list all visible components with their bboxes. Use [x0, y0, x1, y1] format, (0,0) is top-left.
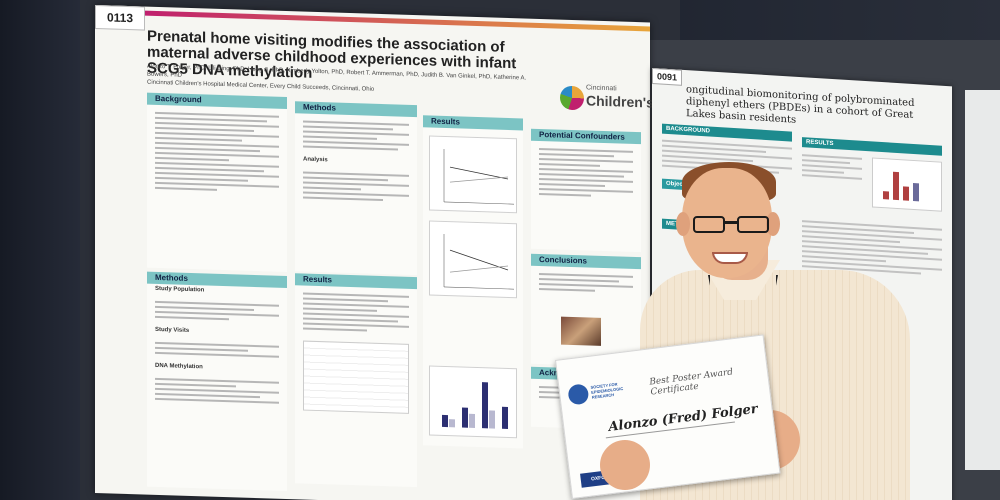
bar — [482, 382, 488, 429]
award-certificate: SOCIETY FOR EPIDEMIOLOGIC RESEARCH Best … — [555, 334, 781, 499]
hand — [600, 440, 650, 490]
section-heading: Results — [423, 115, 523, 131]
methods-section-bottom: Methods Study Population Study Visits DN… — [147, 271, 287, 492]
line-chart-plot — [443, 148, 514, 205]
trend-line — [449, 265, 509, 273]
bar-chart-figure — [429, 365, 517, 439]
trend-line — [449, 176, 509, 183]
section-body — [147, 294, 287, 329]
background-section: Background — [147, 92, 287, 273]
ear — [766, 212, 780, 236]
logo-mark-icon — [560, 85, 584, 111]
society-name: SOCIETY FOR EPIDEMIOLOGIC RESEARCH — [590, 381, 624, 400]
bar — [449, 419, 455, 428]
bar — [502, 406, 508, 429]
section-body — [147, 105, 287, 200]
section-body — [147, 371, 287, 411]
certificate-title: Best Poster Award Certificate — [648, 367, 734, 398]
cincinnati-childrens-logo: Cincinnati Children's — [560, 82, 654, 121]
section-body — [295, 285, 417, 340]
logo-big-text: Children's — [586, 92, 654, 111]
recipient-name: Alonzo (Fred) Folger — [607, 401, 759, 435]
bar — [489, 410, 495, 429]
main-poster: 0113 Prenatal home visiting modifies the… — [95, 5, 654, 500]
poster-number: 0113 — [95, 5, 145, 31]
logo-small-text: Cincinnati — [586, 84, 617, 93]
results-chart-section: Results — [423, 115, 523, 449]
poster-number: 0091 — [652, 68, 682, 86]
methods-section-top: Methods Analysis — [295, 101, 417, 276]
bar — [442, 414, 448, 428]
far-right-poster — [965, 90, 1000, 470]
society-logo-icon — [567, 383, 590, 406]
section-body — [295, 164, 417, 209]
bar — [462, 407, 468, 428]
ear — [676, 212, 690, 236]
section-body — [295, 113, 417, 158]
line-chart-plot — [443, 233, 514, 290]
line-chart-figure — [429, 135, 517, 214]
results-table — [303, 340, 409, 414]
glasses-icon — [693, 216, 769, 234]
bar — [469, 413, 475, 428]
results-section-middle: Results — [295, 273, 417, 488]
line-chart-figure — [429, 220, 517, 299]
trend-line — [449, 166, 509, 180]
conclusion-photo — [561, 316, 601, 346]
